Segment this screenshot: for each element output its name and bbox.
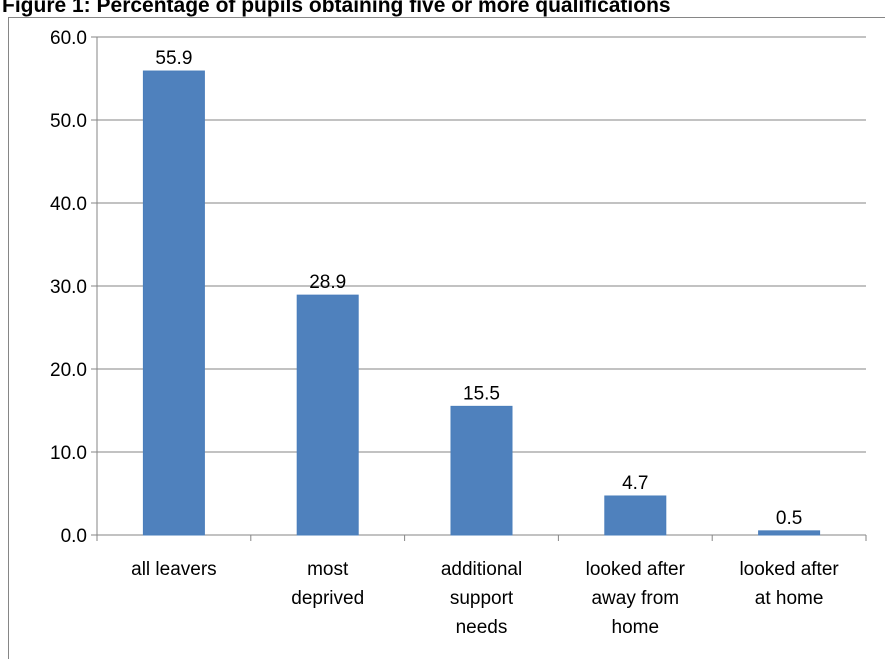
data-label: 28.9 xyxy=(309,272,346,293)
bar xyxy=(296,294,359,536)
category-label: at home xyxy=(755,588,824,609)
category-label: all leavers xyxy=(131,559,217,580)
bar xyxy=(604,495,667,536)
y-tick-label: 30.0 xyxy=(50,277,87,298)
bar xyxy=(758,530,821,536)
y-tick-label: 50.0 xyxy=(50,111,87,132)
category-label: looked after xyxy=(739,559,839,580)
data-label: 55.9 xyxy=(155,48,192,69)
y-tick-label: 20.0 xyxy=(50,360,87,381)
data-label: 4.7 xyxy=(622,473,648,494)
y-tick-label: 10.0 xyxy=(50,443,87,464)
gridlines xyxy=(97,36,866,453)
category-label: home xyxy=(612,617,660,638)
bars xyxy=(142,70,821,536)
category-label: additional xyxy=(441,559,522,580)
labels: 0.0 10.0 20.0 30.0 40.0 50.0 60.0 55.9 all leave… xyxy=(50,28,839,638)
category-label: needs xyxy=(456,617,508,638)
y-tick-label: 0.0 xyxy=(61,526,87,547)
data-label: 0.5 xyxy=(776,508,802,529)
chart-frame xyxy=(8,17,885,659)
category-label: looked after xyxy=(586,559,686,580)
category-label: most xyxy=(307,559,349,580)
category-label: support xyxy=(450,588,514,609)
category-label: away from xyxy=(591,588,679,609)
chart-title: Figure 1: Percentage of pupils obtaining… xyxy=(2,0,671,17)
bar xyxy=(142,70,205,536)
y-tick-label: 40.0 xyxy=(50,194,87,215)
y-tick-label: 60.0 xyxy=(50,28,87,49)
bar xyxy=(450,405,513,536)
data-label: 15.5 xyxy=(463,383,500,404)
category-label: deprived xyxy=(291,588,364,609)
